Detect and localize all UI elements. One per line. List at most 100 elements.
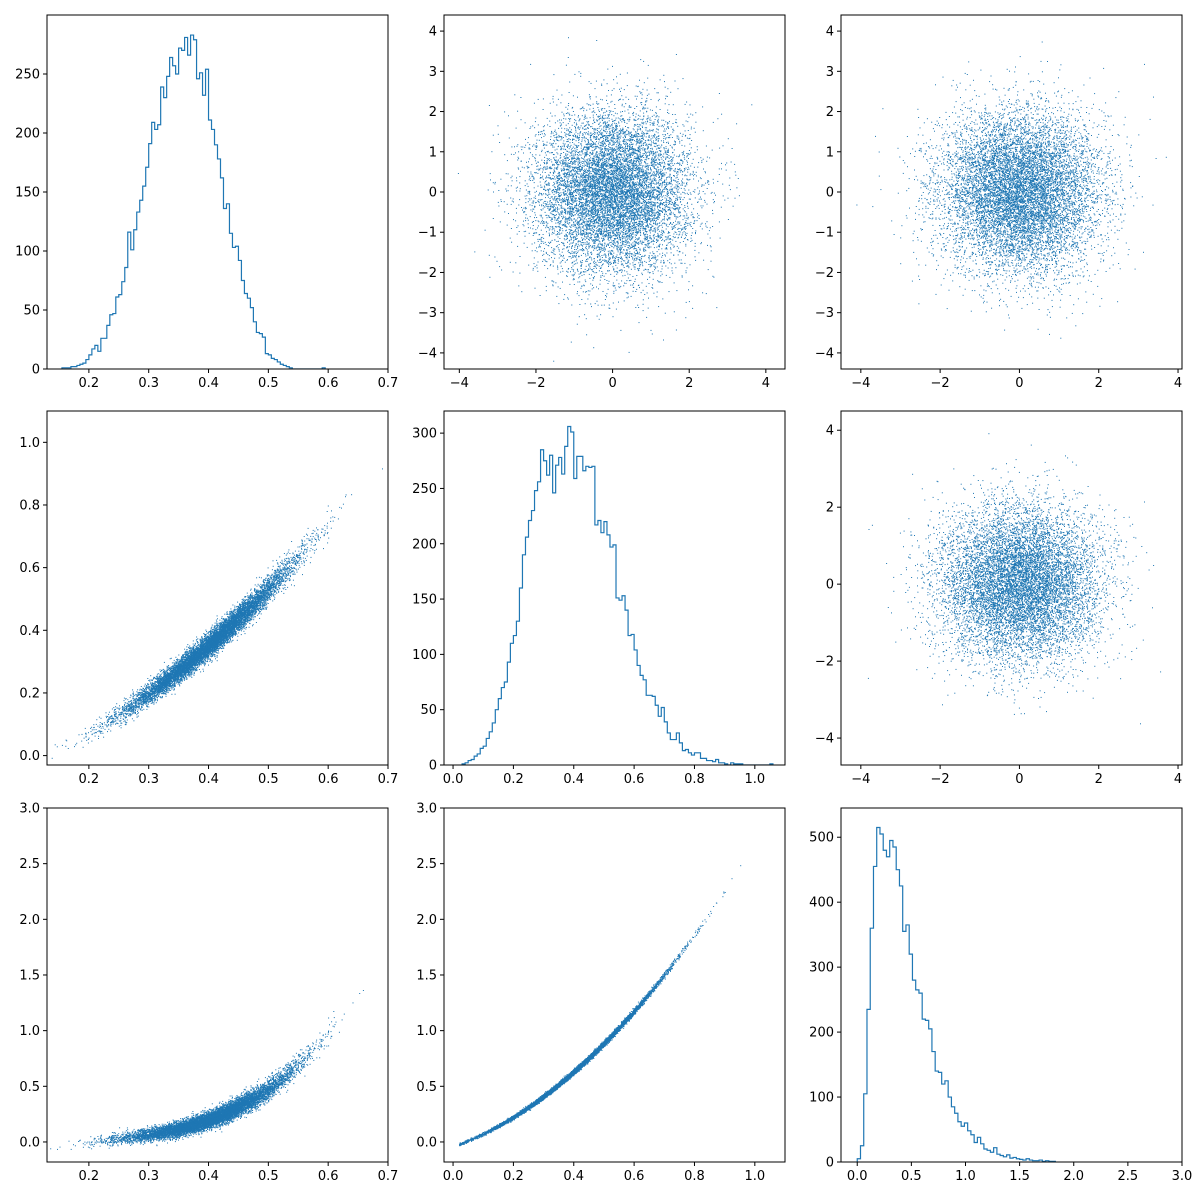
scatter-point <box>640 228 641 229</box>
scatter-point <box>620 330 621 331</box>
scatter-point <box>590 230 591 231</box>
scatter-point <box>533 233 534 234</box>
scatter-point <box>645 229 646 230</box>
scatter-point <box>626 142 627 143</box>
scatter-point <box>561 160 562 161</box>
scatter-point <box>654 164 655 165</box>
scatter-point <box>678 88 679 89</box>
scatter-point <box>635 203 636 204</box>
scatter-point <box>565 217 566 218</box>
scatter-point <box>575 225 576 226</box>
scatter-point <box>615 150 616 151</box>
scatter-point <box>593 108 594 109</box>
scatter-point <box>566 197 567 198</box>
scatter-point <box>652 148 653 149</box>
scatter-point <box>636 224 637 225</box>
scatter-point <box>560 221 561 222</box>
scatter-point <box>666 179 667 180</box>
scatter-point <box>623 129 624 130</box>
scatter-point <box>546 286 547 287</box>
scatter-point <box>653 189 654 190</box>
scatter-point <box>658 183 659 184</box>
scatter-point <box>577 157 578 158</box>
scatter-point <box>685 255 686 256</box>
scatter-point <box>662 235 663 236</box>
scatter-point <box>530 216 531 217</box>
scatter-point <box>648 201 649 202</box>
scatter-point <box>543 205 544 206</box>
scatter-point <box>573 95 574 96</box>
scatter-point <box>545 261 546 262</box>
scatter-point <box>657 259 658 260</box>
scatter-point <box>615 108 616 109</box>
scatter-point <box>543 141 544 142</box>
scatter-point <box>677 217 678 218</box>
scatter-point <box>617 113 618 114</box>
scatter-point <box>582 224 583 225</box>
scatter-point <box>498 125 499 126</box>
scatter-point <box>593 177 594 178</box>
scatter-point <box>531 173 532 174</box>
scatter-point <box>633 291 634 292</box>
scatter-point <box>530 128 531 129</box>
scatter-point <box>636 203 637 204</box>
scatter-point <box>606 261 607 262</box>
scatter-point <box>659 160 660 161</box>
scatter-point <box>640 116 641 117</box>
scatter-point <box>581 237 582 238</box>
scatter-point <box>673 208 674 209</box>
scatter-point <box>529 148 530 149</box>
scatter-point <box>573 266 574 267</box>
scatter-point <box>641 214 642 215</box>
scatter-point <box>563 224 564 225</box>
scatter-point <box>584 221 585 222</box>
scatter-point <box>566 177 567 178</box>
scatter-point <box>572 214 573 215</box>
scatter-point <box>524 231 525 232</box>
scatter-point <box>622 247 623 248</box>
scatter-point <box>540 185 541 186</box>
y-tick-label: 100 <box>15 245 40 260</box>
scatter-point <box>635 96 636 97</box>
scatter-point <box>583 238 584 239</box>
scatter-point <box>597 250 598 251</box>
scatter-point <box>541 204 542 205</box>
scatter-point <box>648 225 649 226</box>
scatter-point <box>649 119 650 120</box>
scatter-point <box>643 113 644 114</box>
scatter-point <box>651 144 652 145</box>
scatter-point <box>684 263 685 264</box>
scatter-point <box>669 137 670 138</box>
scatter-point <box>658 229 659 230</box>
scatter-point <box>648 182 649 183</box>
scatter-point <box>545 201 546 202</box>
scatter-point <box>603 190 604 191</box>
scatter-point <box>640 146 641 147</box>
scatter-point <box>555 207 556 208</box>
scatter-point <box>591 198 592 199</box>
scatter-point <box>652 334 653 335</box>
scatter-point <box>553 285 554 286</box>
scatter-point <box>657 166 658 167</box>
scatter-point <box>655 197 656 198</box>
scatter-point <box>666 183 667 184</box>
scatter-point <box>595 204 596 205</box>
scatter-point <box>591 83 592 84</box>
scatter-point <box>682 145 683 146</box>
scatter-point <box>681 229 682 230</box>
scatter-point <box>688 217 689 218</box>
scatter-point <box>609 243 610 244</box>
scatter-point <box>663 126 664 127</box>
scatter-point <box>562 249 563 250</box>
scatter-point <box>600 224 601 225</box>
scatter-point <box>588 121 589 122</box>
scatter-point <box>594 161 595 162</box>
scatter-point <box>535 266 536 267</box>
scatter-point <box>548 159 549 160</box>
scatter-point <box>613 156 614 157</box>
scatter-point <box>573 224 574 225</box>
scatter-point <box>567 165 568 166</box>
scatter-point <box>590 105 591 106</box>
scatter-point <box>645 130 646 131</box>
scatter-point <box>695 152 696 153</box>
